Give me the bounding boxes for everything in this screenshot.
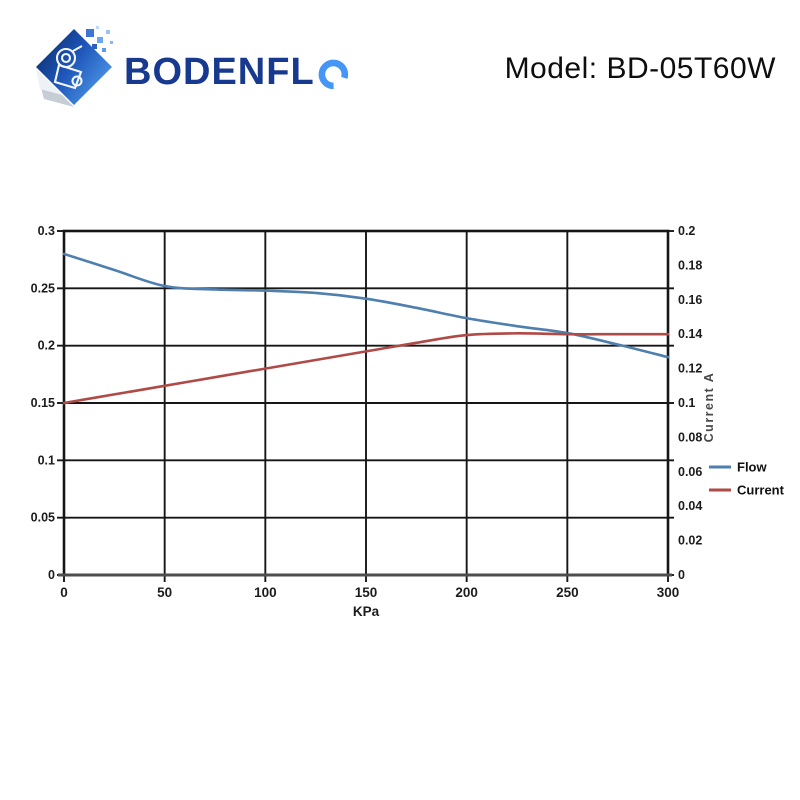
brand-logo: BODENFL [30,25,350,111]
x-tick-6: 300 [657,585,680,600]
y-right-tick-6: 0.08 [678,430,702,444]
x-tick-5: 250 [556,585,579,600]
x-tick-0: 0 [60,585,68,600]
y-left-tick-5: 0.05 [31,511,55,525]
x-tick-4: 200 [455,585,478,600]
y-left-tick-6: 0 [48,568,55,582]
logo-pixel-squares [86,26,113,52]
legend-flow-label: Flow [737,460,767,475]
y-right-tick-7: 0.06 [678,465,702,479]
brand-logo-icon [36,26,113,107]
y-right-tick-5: 0.1 [678,396,695,410]
y-left-tick-3: 0.15 [31,396,55,410]
y-right-tick-9: 0.02 [678,534,702,548]
y-right-tick-labels: 0.2 0.18 0.16 0.14 0.12 0.1 0.08 0.06 0.… [678,224,702,582]
legend-current-label: Current [737,483,785,498]
y-right-tick-3: 0.14 [678,327,702,341]
y-right-tick-4: 0.12 [678,362,702,376]
y-right-tick-10: 0 [678,568,685,582]
right-axis-title: Current A [702,372,716,443]
y-left-tick-0: 0.3 [38,224,55,238]
logo-fold-highlight [36,69,62,95]
y-left-tick-4: 0.1 [38,453,55,467]
x-tick-1: 50 [157,585,172,600]
x-tick-labels: 0 50 100 150 200 250 300 [60,585,679,600]
y-left-tick-1: 0.25 [31,281,55,295]
y-left-tick-labels: 0.3 0.25 0.2 0.15 0.1 0.05 0 [31,224,55,582]
model-label: Model: BD-05T60W [504,52,776,85]
brand-o-ring-icon [318,59,348,90]
brand-wordmark-text: BODENFL [124,50,315,93]
x-tick-3: 150 [355,585,378,600]
y-right-tick-8: 0.04 [678,499,702,513]
y-left-tick-2: 0.2 [38,339,55,353]
y-right-tick-1: 0.18 [678,258,702,272]
x-axis-title: KPa [353,604,380,619]
logo-pump-drawing [53,45,83,90]
brand-wordmark: BODENFL [124,51,350,94]
y-right-tick-2: 0.16 [678,293,702,307]
x-tick-2: 100 [254,585,277,600]
chart-legend: Flow Current [709,460,785,498]
y-right-tick-0: 0.2 [678,224,695,238]
current-line [62,332,670,405]
chart-grid [64,231,668,575]
